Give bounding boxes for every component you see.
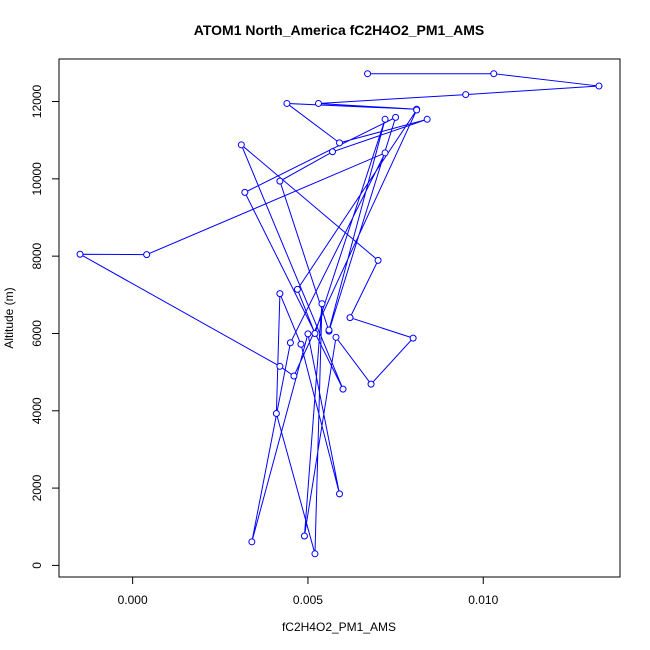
data-point: [364, 70, 372, 78]
y-tick-label: 2000: [30, 474, 44, 501]
data-point: [413, 106, 421, 114]
y-tick-label: 0: [30, 562, 44, 569]
data-point: [462, 91, 470, 99]
data-point: [381, 115, 389, 123]
series-layer: [76, 70, 603, 558]
data-point: [595, 82, 603, 90]
y-tick-label: 10000: [30, 162, 44, 196]
data-point: [325, 326, 333, 334]
data-point: [332, 333, 340, 341]
data-point: [237, 141, 245, 149]
data-point: [311, 329, 319, 337]
data-point: [423, 115, 431, 123]
data-point: [276, 290, 284, 298]
data-point: [272, 409, 280, 417]
data-point: [374, 256, 382, 264]
data-point: [276, 362, 284, 370]
y-axis-label: Altitude (m): [2, 287, 16, 348]
data-point: [311, 550, 319, 558]
y-tick-label: 8000: [30, 242, 44, 269]
data-point: [392, 113, 400, 121]
data-point: [381, 149, 389, 157]
data-point: [367, 380, 375, 388]
data-point: [318, 300, 326, 308]
data-point: [297, 340, 305, 348]
data-point: [143, 251, 151, 259]
x-tick-label: 0.000: [118, 593, 148, 607]
data-point: [300, 532, 308, 540]
y-tick-label: 6000: [30, 320, 44, 347]
data-point: [276, 177, 284, 185]
data-point: [314, 99, 322, 107]
chart-title: ATOM1 North_America fC2H4O2_PM1_AMS: [194, 22, 484, 38]
data-point: [286, 339, 294, 347]
x-tick-label: 0.005: [293, 593, 323, 607]
x-axis: 0.000 0.005 0.010: [118, 576, 499, 607]
data-point: [76, 250, 84, 258]
data-point: [336, 139, 343, 147]
data-point: [241, 188, 249, 196]
data-point: [304, 330, 312, 338]
data-point: [248, 538, 256, 546]
data-point: [409, 334, 417, 342]
x-axis-label: fC2H4O2_PM1_AMS: [282, 620, 396, 634]
x-tick-label: 0.010: [468, 593, 498, 607]
data-point: [283, 99, 291, 107]
y-tick-label: 12000: [30, 85, 44, 119]
y-axis: 0 2000 4000 6000 8000 10000 12000: [30, 85, 60, 569]
data-point: [339, 385, 347, 393]
data-point: [290, 372, 298, 380]
data-point: [293, 285, 301, 293]
data-point: [336, 490, 343, 498]
y-tick-label: 4000: [30, 397, 44, 424]
data-point: [490, 70, 498, 78]
data-point: [328, 148, 336, 156]
data-point: [346, 314, 354, 322]
